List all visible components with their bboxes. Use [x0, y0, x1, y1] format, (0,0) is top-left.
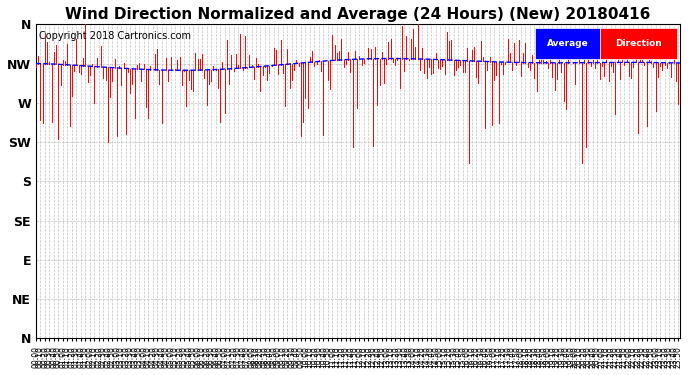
Text: Average: Average — [546, 39, 589, 48]
FancyBboxPatch shape — [600, 28, 677, 59]
FancyBboxPatch shape — [535, 28, 600, 59]
Text: Direction: Direction — [615, 39, 662, 48]
Title: Wind Direction Normalized and Average (24 Hours) (New) 20180416: Wind Direction Normalized and Average (2… — [66, 7, 651, 22]
Text: Copyright 2018 Cartronics.com: Copyright 2018 Cartronics.com — [39, 31, 191, 41]
